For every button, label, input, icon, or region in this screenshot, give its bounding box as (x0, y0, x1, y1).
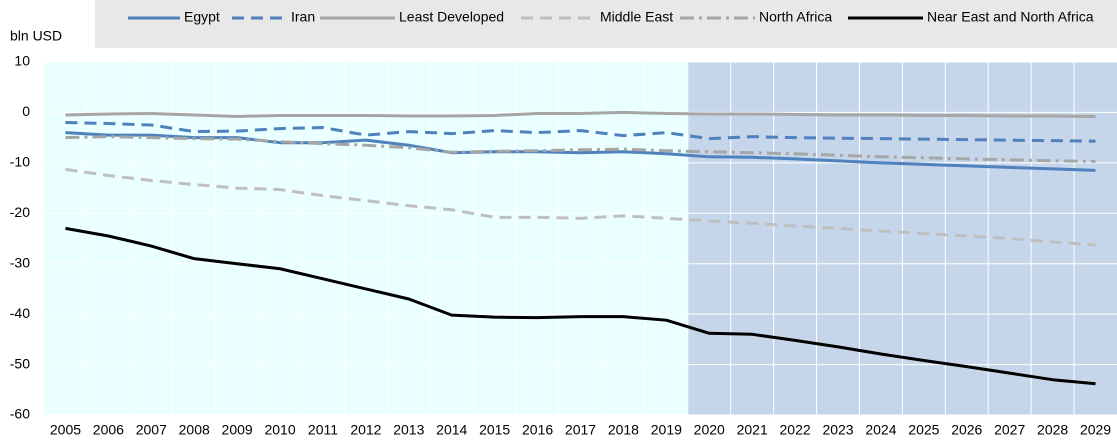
legend-label: Iran (291, 9, 315, 25)
x-tick-label: 2009 (222, 422, 253, 438)
x-tick-label: 2026 (951, 422, 982, 438)
x-tick-label: 2021 (737, 422, 768, 438)
y-tick-label: -50 (10, 355, 30, 371)
legend-label: Middle East (600, 9, 673, 25)
x-tick-label: 2020 (694, 422, 725, 438)
series-line (65, 121, 1096, 143)
x-tick-label: 2018 (608, 422, 639, 438)
x-tick-label: 2006 (93, 422, 124, 438)
y-tick-label: -20 (10, 204, 30, 220)
x-tick-label: 2025 (908, 422, 939, 438)
y-tick-label: 10 (14, 53, 30, 69)
x-tick-label: 2007 (136, 422, 167, 438)
legend-label: Least Developed (399, 9, 504, 25)
x-tick-label: 2015 (479, 422, 510, 438)
series-line (65, 131, 1096, 172)
x-tick-label: 2010 (264, 422, 295, 438)
x-tick-label: 2014 (436, 422, 467, 438)
x-tick-label: 2027 (994, 422, 1025, 438)
x-tick-label: 2023 (822, 422, 853, 438)
legend-label: Egypt (184, 9, 220, 25)
legend-label: Near East and North Africa (927, 9, 1094, 25)
y-tick-label: -30 (10, 254, 30, 270)
x-tick-label: 2028 (1037, 422, 1068, 438)
x-tick-label: 2029 (1080, 422, 1111, 438)
y-tick-label: 0 (22, 103, 30, 119)
x-tick-label: 2024 (865, 422, 896, 438)
x-tick-label: 2022 (780, 422, 811, 438)
y-tick-label: -10 (10, 154, 30, 170)
series-line (65, 135, 1096, 163)
series-line (65, 226, 1096, 386)
y-tick-label: -60 (10, 406, 30, 422)
series-line (65, 110, 1096, 118)
legend-background (95, 0, 1117, 48)
x-tick-label: 2019 (651, 422, 682, 438)
x-tick-label: 2016 (522, 422, 553, 438)
x-tick-label: 2017 (565, 422, 596, 438)
x-tick-label: 2013 (393, 422, 424, 438)
x-tick-label: 2005 (50, 422, 81, 438)
x-tick-label: 2008 (179, 422, 210, 438)
legend-label: North Africa (759, 9, 832, 25)
x-tick-label: 2011 (308, 422, 338, 438)
y-tick-label: -40 (10, 305, 30, 321)
series-line (65, 167, 1096, 247)
x-tick-label: 2012 (350, 422, 381, 438)
y-axis-label: bln USD (10, 28, 62, 44)
